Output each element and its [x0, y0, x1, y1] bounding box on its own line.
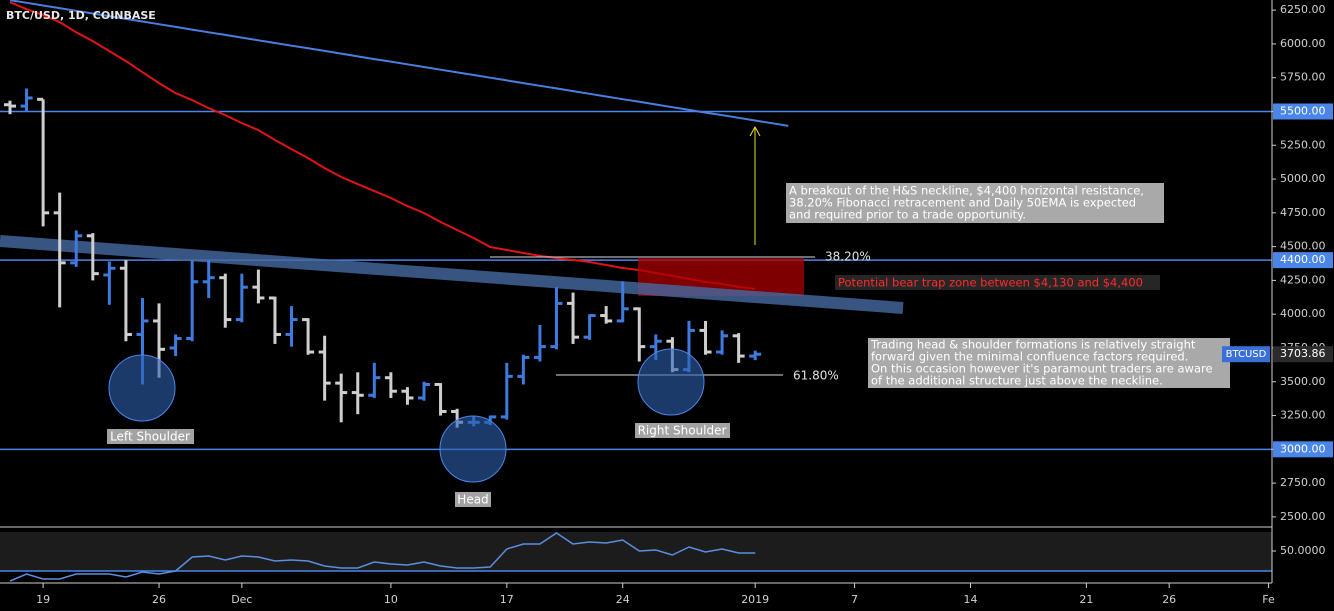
y-tick-label: 5250.00	[1280, 138, 1326, 151]
level-label-box	[1273, 103, 1333, 120]
level-label: 5500.00	[1280, 104, 1326, 117]
fib-label: 38.20%	[825, 250, 871, 264]
level-label-box	[1273, 252, 1333, 269]
note-line: forward given the minimal confluence fac…	[871, 350, 1188, 364]
rsi-band	[0, 532, 1272, 571]
fib-label: 61.80%	[793, 369, 839, 383]
y-tick-label: 3250.00	[1280, 409, 1326, 422]
label-box	[635, 423, 730, 438]
y-tick-label: 4250.00	[1280, 273, 1326, 286]
last-price-name: BTCUSD	[1226, 349, 1267, 360]
y-tick-label: 3500.00	[1280, 375, 1326, 388]
note-line: of the additional structure just above t…	[871, 374, 1163, 388]
x-tick-label: 26	[1162, 593, 1176, 606]
note-line: A breakout of the H&S neckline, $4,400 h…	[789, 184, 1144, 198]
x-tick-label: 7	[851, 593, 858, 606]
level-label: 3000.00	[1280, 442, 1326, 455]
note-line: and required prior to a trade opportunit…	[789, 208, 1026, 222]
note-box	[786, 183, 1164, 223]
x-tick-label: 21	[1079, 593, 1093, 606]
moving-average	[9, 0, 789, 127]
y-tick-label: 5750.00	[1280, 71, 1326, 84]
note-line: 38.20% Fibonacci retracement and Daily 5…	[789, 196, 1136, 210]
arrow-head	[749, 125, 761, 137]
level-label: 4400.00	[1280, 253, 1326, 266]
note-line: Trading head & shoulder formations is re…	[870, 338, 1196, 352]
last-price-box	[1273, 346, 1333, 363]
label-box	[455, 492, 491, 507]
label-box	[107, 429, 194, 444]
right-shoulder-circle	[637, 348, 705, 416]
head-circle	[439, 415, 507, 483]
level-label-box	[1273, 441, 1333, 458]
note-line: On this occasion however it's paramount …	[871, 362, 1213, 376]
left-shoulder-circle	[108, 354, 176, 422]
y-tick-label: 2500.00	[1280, 510, 1326, 523]
x-tick-label: 14	[963, 593, 977, 606]
x-tick-label: 17	[500, 593, 514, 606]
moving-average	[9, 1, 756, 290]
pattern-label: Left Shoulder	[110, 430, 190, 444]
last-price-label: 3703.86	[1280, 347, 1326, 360]
last-price-name-box	[1222, 346, 1270, 363]
y-tick-label: 4000.00	[1280, 307, 1326, 320]
y-tick-label: 4750.00	[1280, 206, 1326, 219]
neckline	[0, 235, 904, 314]
y-tick-label: 2750.00	[1280, 476, 1326, 489]
y-tick-label: 6250.00	[1280, 3, 1326, 16]
note-box	[868, 338, 1230, 388]
y-tick-label: 50.0000	[1280, 544, 1326, 557]
bear-trap-box	[835, 275, 1160, 290]
pattern-label: Right Shoulder	[638, 424, 727, 438]
x-tick-label: Dec	[231, 593, 252, 606]
x-tick-label: Fe	[1262, 593, 1275, 606]
bear-trap-label: Potential bear trap zone between $4,130 …	[838, 276, 1143, 290]
y-tick-label: 5000.00	[1280, 172, 1326, 185]
x-tick-label: 26	[152, 593, 166, 606]
chart-title: BTC/USD, 1D, COINBASE	[6, 9, 156, 22]
x-tick-label: 19	[36, 593, 50, 606]
pattern-label: Head	[457, 493, 488, 507]
x-tick-label: 24	[616, 593, 630, 606]
y-tick-label: 6000.00	[1280, 37, 1326, 50]
rsi-line	[9, 532, 756, 582]
x-tick-label: 2019	[741, 593, 769, 606]
y-tick-label: 4500.00	[1280, 240, 1326, 253]
x-tick-label: 10	[384, 593, 398, 606]
